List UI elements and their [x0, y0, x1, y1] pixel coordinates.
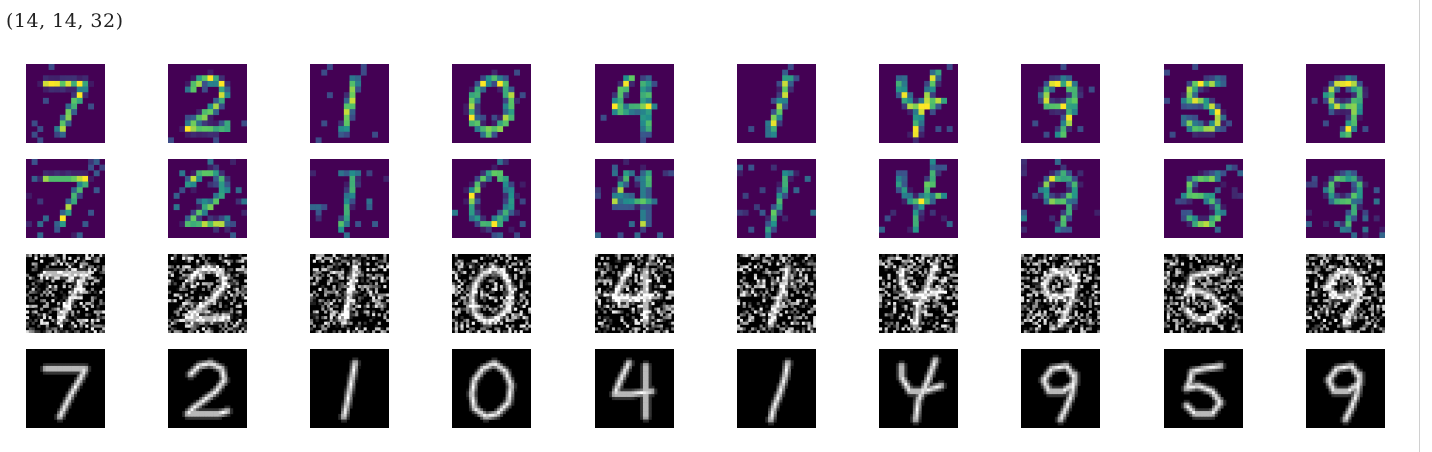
clean-input-row-tile-5: [737, 349, 816, 428]
clean-input-row-tile-6: [879, 349, 958, 428]
feature-map-row-b-tile-1: [168, 159, 247, 238]
digit-image-1: [310, 64, 389, 143]
noisy-input-row-tile-3: [452, 254, 531, 333]
digit-image-4: [595, 349, 674, 428]
digit-image-1: [310, 254, 389, 333]
digit-image-4: [879, 64, 958, 143]
feature-map-row-b-tile-3: [452, 159, 531, 238]
digit-image-9: [1021, 64, 1100, 143]
digit-image-5: [1164, 254, 1243, 333]
digit-image-7: [26, 64, 105, 143]
clean-input-row-tile-8: [1164, 349, 1243, 428]
digit-image-9: [1306, 159, 1385, 238]
noisy-input-row-tile-1: [168, 254, 247, 333]
feature-map-row-a-tile-7: [1021, 64, 1100, 143]
feature-map-row-a-tile-0: [26, 64, 105, 143]
digit-image-1: [737, 254, 816, 333]
noisy-input-row-tile-4: [595, 254, 674, 333]
digit-image-1: [310, 159, 389, 238]
digit-image-1: [737, 159, 816, 238]
digit-image-4: [879, 159, 958, 238]
noisy-input-row-tile-6: [879, 254, 958, 333]
feature-map-row-b-tile-9: [1306, 159, 1385, 238]
digit-image-4: [595, 64, 674, 143]
noisy-input-row-tile-0: [26, 254, 105, 333]
clean-input-row-tile-1: [168, 349, 247, 428]
digit-image-5: [1164, 159, 1243, 238]
digit-image-2: [168, 159, 247, 238]
noisy-input-row-tile-7: [1021, 254, 1100, 333]
feature-map-row-b-tile-2: [310, 159, 389, 238]
digit-image-9: [1021, 159, 1100, 238]
feature-map-row-a-tile-5: [737, 64, 816, 143]
noisy-input-row-tile-5: [737, 254, 816, 333]
shape-text: (14, 14, 32): [6, 10, 124, 32]
feature-map-row-a-tile-9: [1306, 64, 1385, 143]
digit-image-9: [1306, 64, 1385, 143]
clean-input-row-tile-9: [1306, 349, 1385, 428]
digit-image-1: [737, 64, 816, 143]
digit-image-4: [879, 254, 958, 333]
digit-image-0: [452, 64, 531, 143]
feature-map-row-b-tile-0: [26, 159, 105, 238]
noisy-input-row-tile-9: [1306, 254, 1385, 333]
feature-map-row-a-tile-8: [1164, 64, 1243, 143]
digit-image-0: [452, 254, 531, 333]
digit-image-4: [595, 159, 674, 238]
clean-input-row-tile-0: [26, 349, 105, 428]
feature-map-row-a-tile-6: [879, 64, 958, 143]
digit-image-0: [452, 349, 531, 428]
feature-map-row-a-tile-4: [595, 64, 674, 143]
digit-image-2: [168, 64, 247, 143]
clean-input-row-tile-7: [1021, 349, 1100, 428]
feature-map-row-b-tile-5: [737, 159, 816, 238]
feature-map-row-b-tile-8: [1164, 159, 1243, 238]
feature-map-row-b-tile-4: [595, 159, 674, 238]
feature-map-row-a-tile-3: [452, 64, 531, 143]
noisy-input-row-tile-8: [1164, 254, 1243, 333]
panel-border: [1419, 0, 1420, 452]
digit-image-4: [879, 349, 958, 428]
clean-input-row-tile-3: [452, 349, 531, 428]
digit-image-7: [26, 254, 105, 333]
digit-image-2: [168, 254, 247, 333]
digit-image-9: [1021, 349, 1100, 428]
digit-image-7: [26, 349, 105, 428]
digit-image-0: [452, 159, 531, 238]
digit-image-1: [737, 349, 816, 428]
clean-input-row-tile-2: [310, 349, 389, 428]
digit-image-2: [168, 349, 247, 428]
digit-image-4: [595, 254, 674, 333]
digit-image-9: [1021, 254, 1100, 333]
feature-map-row-b-tile-6: [879, 159, 958, 238]
clean-input-row-tile-4: [595, 349, 674, 428]
feature-map-row-b-tile-7: [1021, 159, 1100, 238]
feature-map-row-a-tile-2: [310, 64, 389, 143]
digit-image-7: [26, 159, 105, 238]
digit-image-5: [1164, 64, 1243, 143]
noisy-input-row-tile-2: [310, 254, 389, 333]
digit-image-9: [1306, 349, 1385, 428]
digit-image-5: [1164, 349, 1243, 428]
digit-image-1: [310, 349, 389, 428]
feature-map-row-a-tile-1: [168, 64, 247, 143]
digit-image-9: [1306, 254, 1385, 333]
